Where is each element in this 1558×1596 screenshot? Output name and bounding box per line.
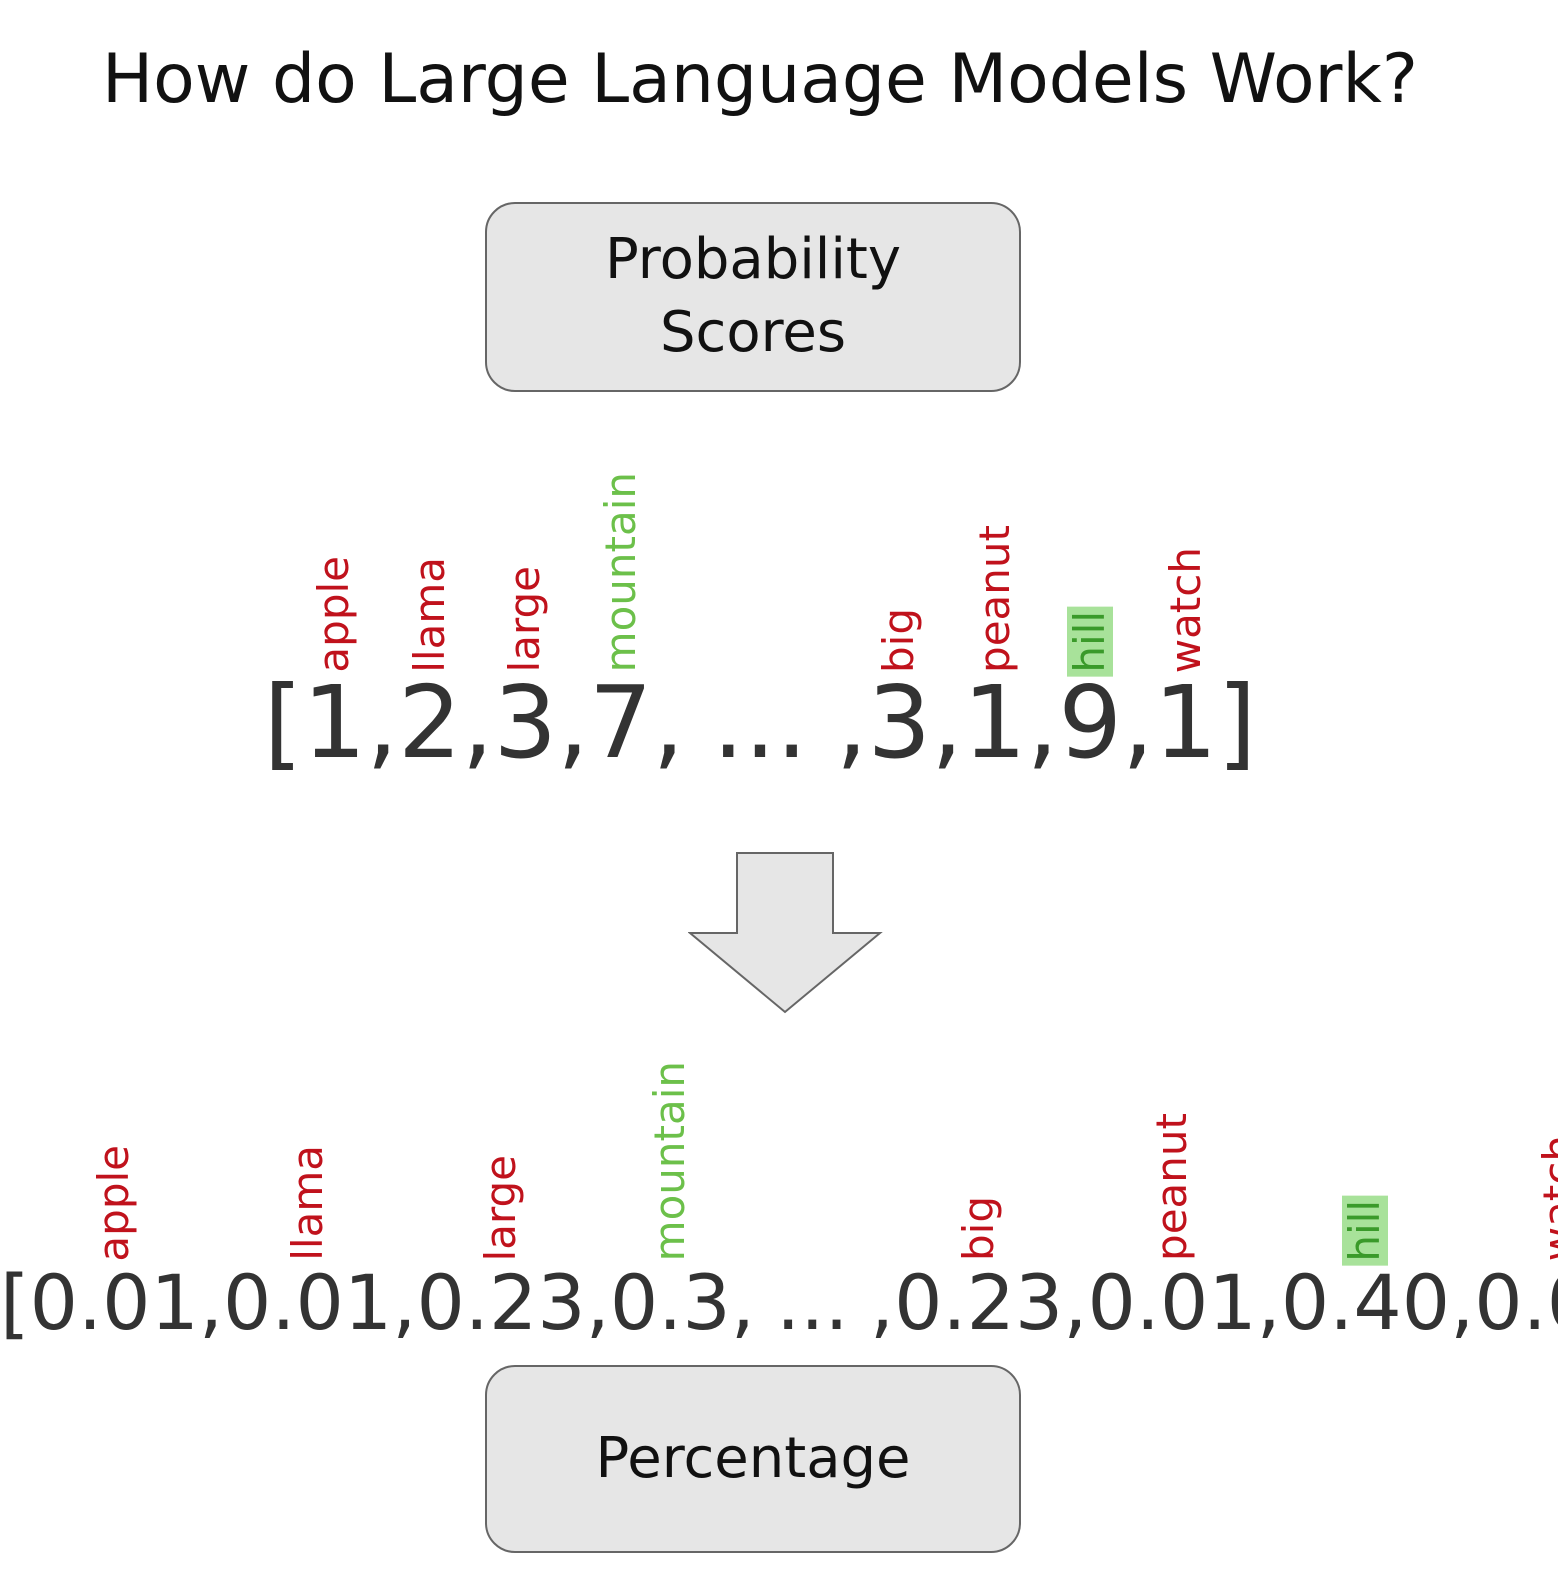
number: 1	[1153, 664, 1218, 781]
token: 1 watch	[1154, 547, 1218, 778]
number: 0.23	[894, 1258, 1064, 1347]
probability-box: Probability Scores	[485, 202, 1021, 392]
separator: ,	[1450, 1258, 1475, 1347]
token: 0.40 hill	[1280, 1195, 1451, 1348]
token: 0.01 apple	[29, 1145, 199, 1348]
token-word: apple	[309, 556, 359, 673]
token-word: peanut	[1147, 1113, 1197, 1262]
token-word: hill	[1065, 607, 1114, 677]
token: 7 mountain	[589, 472, 653, 778]
token: 2 llama	[398, 557, 462, 778]
separator: ,	[557, 664, 589, 781]
ellipsis: ...	[776, 1258, 849, 1347]
token-word: watch	[1160, 546, 1210, 673]
separator: ,	[652, 664, 685, 781]
number: 2	[398, 664, 462, 781]
box-label: Percentage	[595, 1425, 911, 1491]
percentages-row: [0.01 apple ,0.01 llama ,0.23 large ,0.3 mounta…	[0, 1061, 1558, 1348]
number: 9	[1058, 664, 1122, 781]
number: 0.01	[1087, 1258, 1257, 1347]
ellipsis: ...	[712, 664, 808, 781]
token-word: big	[874, 607, 924, 673]
token-word: llama	[282, 1145, 332, 1262]
separator: ,	[730, 1258, 755, 1347]
arrow-shape	[688, 852, 883, 1014]
bracket: [	[0, 1258, 30, 1347]
separator: ,	[835, 664, 868, 781]
number: 1	[962, 664, 1027, 781]
title: How do Large Language Models Work?	[102, 40, 1418, 119]
separator: ,	[1026, 664, 1059, 781]
token: 0.23 big	[894, 1196, 1064, 1348]
number: 7	[588, 664, 653, 781]
token-word: llama	[404, 557, 454, 673]
separator: ,	[1256, 1258, 1281, 1347]
token: 0.3 mountain	[609, 1061, 731, 1348]
token-word: hill	[1340, 1195, 1389, 1266]
token: 1 peanut	[963, 525, 1027, 778]
token-word: mountain	[595, 472, 645, 673]
token: 3 large	[493, 566, 557, 778]
number: 3	[493, 664, 558, 781]
token-word: apple	[89, 1144, 139, 1262]
bracket: [	[263, 664, 303, 781]
number: 1	[302, 664, 367, 781]
separator: ,	[366, 664, 399, 781]
token: 0.01watch	[1474, 1135, 1558, 1348]
separator: ,	[931, 664, 963, 781]
token: 0.23 large	[416, 1155, 586, 1348]
bracket: ]	[1217, 664, 1257, 781]
token: 0.01 llama	[223, 1145, 393, 1348]
separator: ,	[869, 1258, 895, 1347]
scores-row: [1 apple ,2 llama ,3 large ,7 mountain,... ,3 big…	[0, 472, 1520, 778]
separator: ,	[461, 664, 494, 781]
token-word: watch	[1533, 1134, 1558, 1262]
separator: ,	[392, 1258, 417, 1347]
number: 0.3	[609, 1258, 731, 1347]
token-word: large	[476, 1154, 526, 1262]
box-label: Probability Scores	[604, 227, 902, 365]
token: 0.01 peanut	[1087, 1113, 1257, 1348]
token: 9 hill	[1058, 607, 1122, 778]
token: 1 apple	[303, 556, 367, 778]
percentage-box: Percentage	[485, 1365, 1021, 1553]
token-word: peanut	[969, 524, 1019, 673]
separator: ,	[1063, 1258, 1088, 1347]
separator: ,	[198, 1258, 224, 1347]
token: 3 big	[867, 608, 931, 778]
separator: ,	[1121, 664, 1154, 781]
number: 0.40	[1280, 1258, 1451, 1347]
separator: ,	[585, 1258, 610, 1347]
token-word: mountain	[645, 1060, 695, 1262]
token-word: big	[953, 1196, 1003, 1262]
token-word: large	[500, 566, 550, 673]
down-arrow	[688, 852, 883, 1014]
number: 0.01	[1474, 1258, 1558, 1347]
number: 3	[867, 664, 932, 781]
number: 0.01	[29, 1258, 199, 1347]
number: 0.23	[416, 1258, 586, 1347]
number: 0.01	[223, 1258, 393, 1347]
